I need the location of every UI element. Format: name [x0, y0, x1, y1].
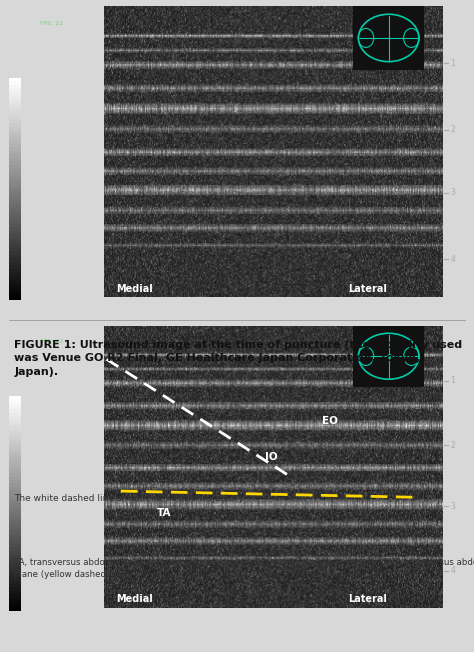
Text: Medial: Medial: [116, 595, 153, 604]
Text: 1: 1: [450, 59, 455, 68]
FancyBboxPatch shape: [353, 325, 424, 387]
Text: 2: 2: [450, 441, 455, 450]
Text: 1: 1: [450, 376, 455, 385]
Text: 3: 3: [450, 188, 455, 198]
Text: 2: 2: [450, 125, 455, 134]
Text: EO: EO: [322, 415, 338, 426]
Text: TA: TA: [156, 507, 171, 518]
Text: Lateral: Lateral: [348, 595, 387, 604]
Text: The white dashed line shows the needle trajectory.: The white dashed line shows the needle t…: [14, 494, 246, 503]
Text: 4: 4: [450, 566, 455, 575]
Text: Lateral: Lateral: [348, 284, 387, 294]
Text: FIGURE 1: Ultrasound image at the time of puncture (the modality used
was Venue : FIGURE 1: Ultrasound image at the time o…: [14, 340, 462, 377]
Text: 4: 4: [450, 255, 455, 264]
FancyBboxPatch shape: [353, 7, 424, 70]
Text: FPS: 22: FPS: 22: [40, 340, 64, 344]
Text: IO: IO: [265, 452, 278, 462]
Text: 3: 3: [450, 502, 455, 511]
Text: FPS: 22: FPS: 22: [40, 21, 64, 25]
Text: TA, transversus abdominis; IO, internal oblique muscle; EO, external oblique mus: TA, transversus abdominis; IO, internal …: [14, 558, 474, 579]
Text: Medial: Medial: [116, 284, 153, 294]
